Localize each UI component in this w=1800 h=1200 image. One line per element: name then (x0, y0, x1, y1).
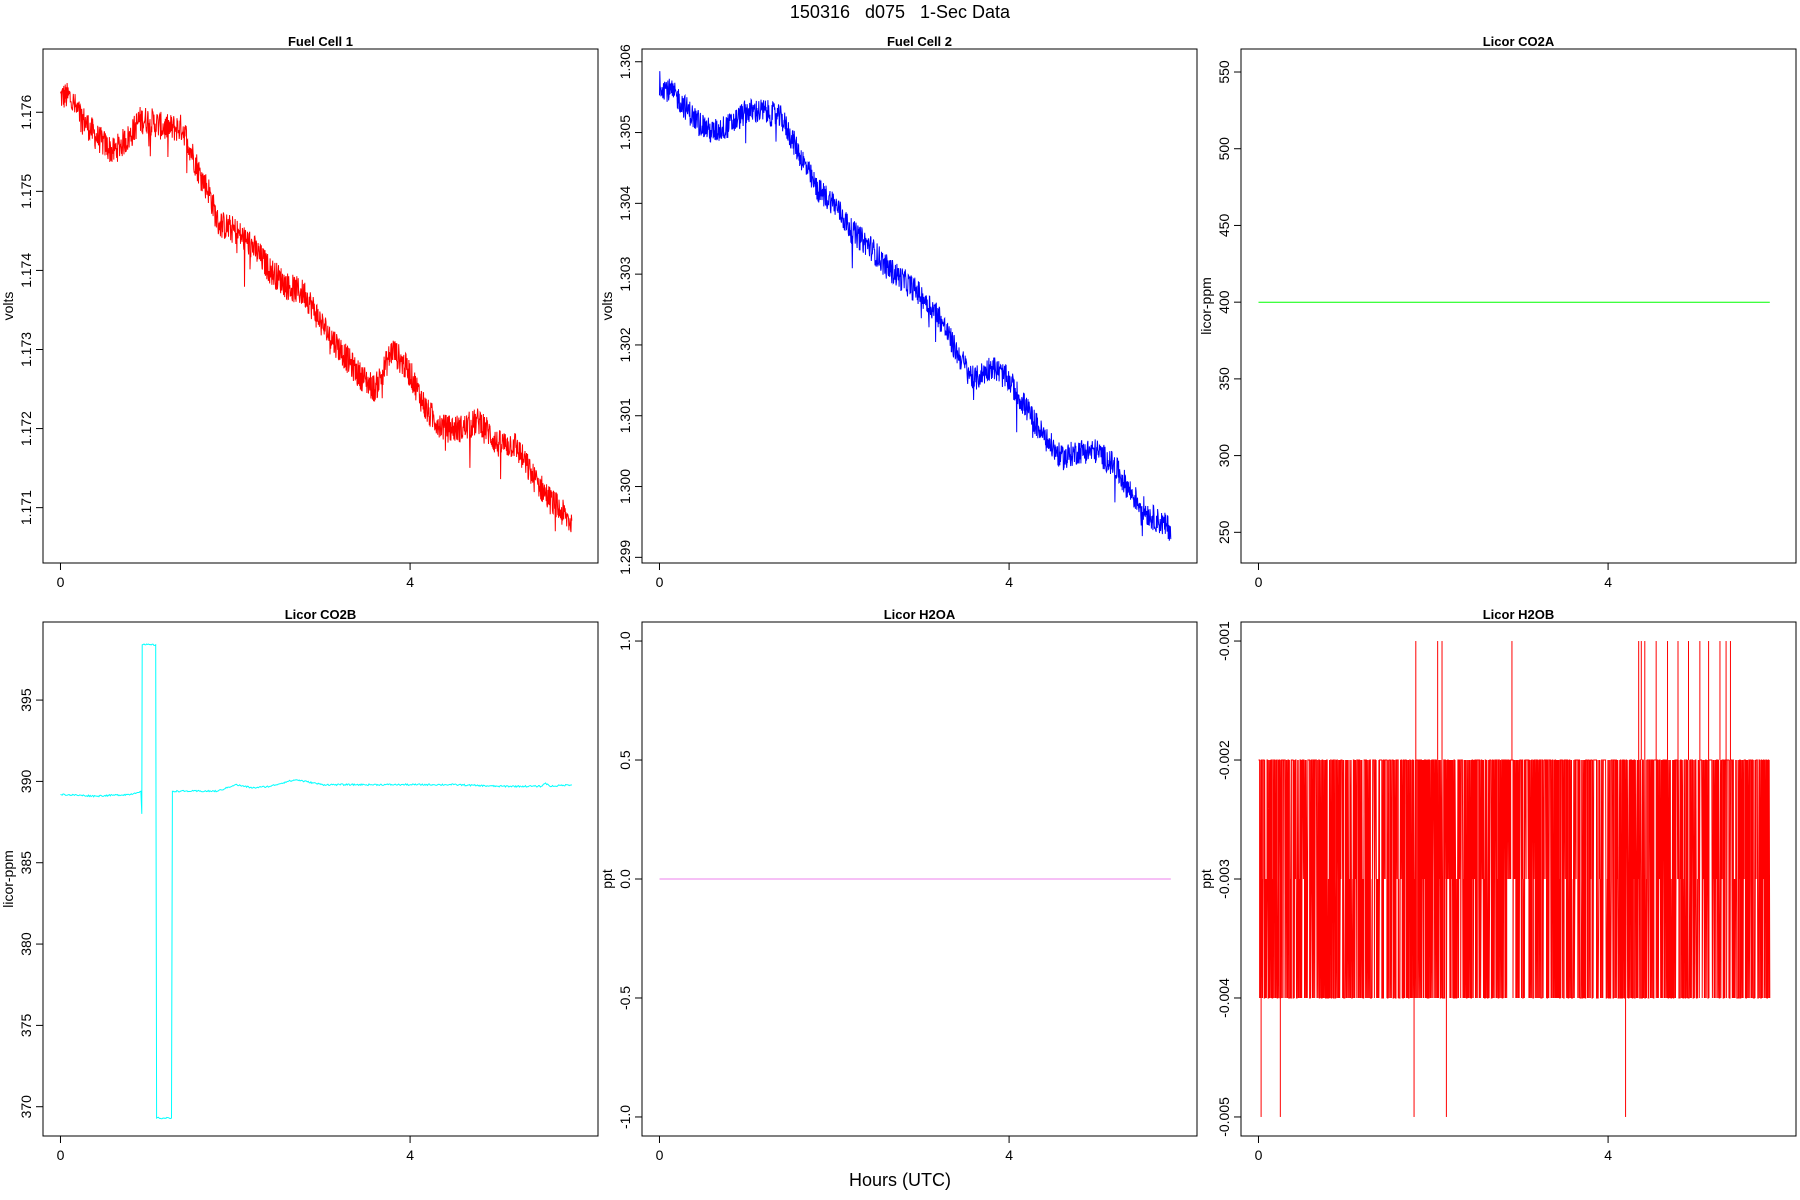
panel-2: Fuel Cell 2 volts 0 4 1.299 1.300 1.301 1.302 1.… (599, 34, 1198, 590)
y-axis-label: volts (599, 292, 615, 321)
panel-1: Fuel Cell 1 volts 0 4 1.171 1.172 1.173 1.174 1.… (0, 34, 599, 590)
y-tick-label: -0.005 (1216, 1097, 1232, 1137)
y-tick-label: 395 (18, 688, 34, 712)
x-tick-label: 0 (57, 1147, 65, 1163)
x-tick-label: 0 (57, 574, 65, 590)
plot-frame (1240, 48, 1797, 564)
panel-title: Licor H2OB (1483, 607, 1555, 622)
y-tick-label: 1.173 (18, 332, 34, 367)
x-tick-label: 4 (1604, 1147, 1612, 1163)
panel-title: Licor H2OA (884, 607, 956, 622)
y-tick-label: 1.301 (617, 398, 633, 433)
y-tick-label: 1.171 (18, 490, 34, 525)
y-tick-label: 350 (1216, 367, 1232, 391)
y-tick-label: 0.5 (617, 750, 633, 770)
panel-4: Licor CO2B licor-ppm 0 4 370 375 380 385 390 395 (0, 607, 599, 1163)
y-tick-label: 380 (18, 932, 34, 956)
y-tick-label: 1.176 (18, 95, 34, 130)
y-tick-label: 390 (18, 770, 34, 794)
y-axis-label: ppt (1198, 869, 1214, 889)
y-tick-label: 375 (18, 1013, 34, 1037)
panel-title: Fuel Cell 1 (288, 34, 353, 49)
y-tick-label: 400 (1216, 290, 1232, 314)
panel-title: Fuel Cell 2 (887, 34, 952, 49)
plot-frame (641, 48, 1198, 564)
y-tick-label: 0.0 (617, 869, 633, 889)
y-axis-label: licor-ppm (0, 850, 16, 908)
y-tick-label: -0.5 (617, 986, 633, 1010)
y-tick-label: 1.175 (18, 174, 34, 209)
x-tick-label: 0 (1255, 1147, 1263, 1163)
y-axis-label: licor-ppm (1198, 277, 1214, 335)
y-tick-label: 1.300 (617, 469, 633, 504)
panel-5: Licor H2OA ppt 0 4 -1.0 -0.5 0.0 0.5 1.0 (599, 607, 1198, 1163)
series-line (60, 643, 573, 1120)
y-tick-label: 1.299 (617, 540, 633, 575)
y-tick-label: 1.302 (617, 327, 633, 362)
x-tick-label: 0 (1255, 574, 1263, 590)
panel-3: Licor CO2A licor-ppm 0 4 250 300 350 400 450 500 5… (1198, 34, 1797, 590)
y-axis-label: volts (0, 292, 16, 321)
x-tick-label: 0 (656, 574, 664, 590)
x-tick-label: 4 (406, 1147, 414, 1163)
y-tick-label: 1.303 (617, 256, 633, 291)
series-line (1258, 759, 1771, 999)
y-tick-label: 1.306 (617, 44, 633, 79)
y-tick-label: 1.174 (18, 253, 34, 288)
y-tick-label: 500 (1216, 137, 1232, 161)
y-tick-label: 370 (18, 1095, 34, 1119)
y-tick-label: 1.0 (617, 631, 633, 651)
plot-frame (42, 48, 599, 564)
y-tick-label: 1.305 (617, 115, 633, 150)
y-tick-label: 450 (1216, 214, 1232, 238)
x-tick-label: 4 (406, 574, 414, 590)
y-tick-label: 550 (1216, 60, 1232, 84)
y-tick-label: 1.304 (617, 186, 633, 221)
y-tick-label: -0.004 (1216, 978, 1232, 1018)
y-tick-label: 300 (1216, 444, 1232, 468)
x-tick-label: 4 (1604, 574, 1612, 590)
plot-frame (42, 621, 599, 1137)
y-tick-label: -0.001 (1216, 621, 1232, 661)
y-tick-label: -0.002 (1216, 740, 1232, 780)
x-tick-label: 0 (656, 1147, 664, 1163)
y-tick-label: 1.172 (18, 411, 34, 446)
x-tick-label: 4 (1005, 574, 1013, 590)
y-axis-label: ppt (599, 869, 615, 889)
x-tick-label: 4 (1005, 1147, 1013, 1163)
y-tick-label: -1.0 (617, 1105, 633, 1129)
series-line (60, 82, 573, 533)
figure-x-label: Hours (UTC) (849, 1170, 951, 1190)
panel-title: Licor CO2B (285, 607, 357, 622)
series-line (659, 71, 1172, 541)
figure-title: 150316 d075 1-Sec Data (789, 2, 1011, 22)
y-tick-label: -0.003 (1216, 859, 1232, 899)
panel-6: Licor H2OB ppt 0 4 -0.005 -0.004 -0.003 -0.002 -… (1198, 607, 1797, 1163)
y-tick-label: 250 (1216, 520, 1232, 544)
y-tick-label: 385 (18, 851, 34, 875)
panel-title: Licor CO2A (1483, 34, 1555, 49)
